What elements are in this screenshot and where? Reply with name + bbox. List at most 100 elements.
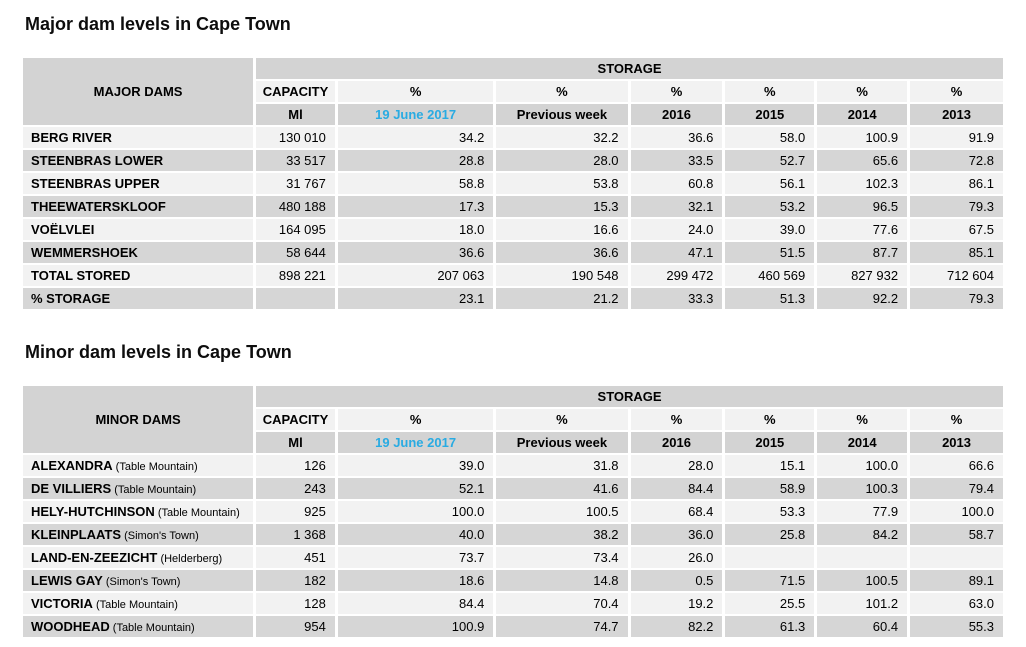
- value-cell: 70.4: [496, 593, 628, 614]
- value-cell: 243: [256, 478, 335, 499]
- value-cell: 74.7: [496, 616, 628, 637]
- dam-location: (Table Mountain): [111, 484, 197, 496]
- table-row: STEENBRAS UPPER 31 767 58.8 53.8 60.8 56.1 102…: [23, 173, 1003, 194]
- value-cell: 954: [256, 616, 335, 637]
- value-cell: 96.5: [817, 196, 908, 217]
- table-row: WEMMERSHOEK 58 644 36.6 36.6 47.1 51.5 87.7 85.…: [23, 242, 1003, 263]
- value-cell: 51.5: [725, 242, 815, 263]
- value-cell: 73.7: [337, 547, 494, 568]
- value-cell: 53.8: [496, 173, 628, 194]
- value-cell: 100.0: [817, 455, 908, 476]
- value-cell: 77.6: [817, 219, 908, 240]
- value-cell: 451: [256, 547, 335, 568]
- value-cell: 56.1: [725, 173, 815, 194]
- value-cell: 25.8: [725, 524, 815, 545]
- table-row: LAND-EN-ZEEZICHT (Helderberg) 451 73.7 73.4…: [23, 547, 1003, 568]
- table-row: BERG RIVER 130 010 34.2 32.2 36.6 58.0 100.9 91…: [23, 127, 1003, 148]
- value-cell: 130 010: [256, 127, 335, 148]
- value-cell: 52.1: [337, 478, 494, 499]
- value-cell: 39.0: [337, 455, 494, 476]
- percent-header: %: [630, 409, 723, 430]
- unit-header: Ml: [256, 432, 335, 453]
- storage-header-row: MAJOR DAMS STORAGE: [23, 58, 1003, 125]
- percent-header: %: [496, 409, 628, 430]
- value-cell: 460 569: [725, 265, 815, 286]
- value-cell: 52.7: [725, 150, 815, 171]
- value-cell: 36.6: [496, 242, 628, 263]
- dam-name-cell: TOTAL STORED: [23, 265, 254, 286]
- value-cell: [910, 547, 1003, 568]
- percent-header: %: [496, 81, 628, 102]
- dam-name: STEENBRAS UPPER: [31, 176, 160, 191]
- dam-name-cell: DE VILLIERS (Table Mountain): [23, 478, 254, 499]
- table-row: STEENBRAS LOWER 33 517 28.8 28.0 33.5 52.7 65.…: [23, 150, 1003, 171]
- value-cell: 38.2: [496, 524, 628, 545]
- percent-header: %: [817, 409, 908, 430]
- year-2013-header: 2013: [910, 432, 1003, 453]
- percent-header: %: [630, 81, 723, 102]
- value-cell: 60.8: [630, 173, 723, 194]
- minor-table-title: Minor dam levels in Cape Town: [25, 342, 292, 362]
- value-cell: 1 368: [256, 524, 335, 545]
- value-cell: 34.2: [337, 127, 494, 148]
- value-cell: 79.3: [910, 288, 1003, 309]
- dam-name-cell: KLEINPLAATS (Simon's Town): [23, 524, 254, 545]
- dam-name-cell: % STORAGE: [23, 288, 254, 309]
- value-cell: [725, 547, 815, 568]
- table-row: THEEWATERSKLOOF 480 188 17.3 15.3 32.1 53.2 96…: [23, 196, 1003, 217]
- value-cell: 128: [256, 593, 335, 614]
- value-cell: 79.3: [910, 196, 1003, 217]
- value-cell: 100.5: [496, 501, 628, 522]
- value-cell: 15.3: [496, 196, 628, 217]
- value-cell: 31 767: [256, 173, 335, 194]
- year-2015-header: 2015: [725, 432, 815, 453]
- value-cell: 102.3: [817, 173, 908, 194]
- dam-name-cell: VOËLVLEI: [23, 219, 254, 240]
- dam-name-cell: BERG RIVER: [23, 127, 254, 148]
- value-cell: 25.5: [725, 593, 815, 614]
- dam-name: WEMMERSHOEK: [31, 245, 138, 260]
- previous-week-header: Previous week: [496, 432, 628, 453]
- table-row: VOËLVLEI 164 095 18.0 16.6 24.0 39.0 77.6 67.5: [23, 219, 1003, 240]
- current-date-header: 19 June 2017: [337, 432, 494, 453]
- dam-name: LAND-EN-ZEEZICHT: [31, 550, 158, 565]
- current-date-header: 19 June 2017: [337, 104, 494, 125]
- value-cell: 100.9: [817, 127, 908, 148]
- value-cell: 0.5: [630, 570, 723, 591]
- value-cell: 17.3: [337, 196, 494, 217]
- value-cell: 15.1: [725, 455, 815, 476]
- major-dams-header: MAJOR DAMS: [23, 58, 254, 125]
- dam-name: WOODHEAD: [31, 619, 110, 634]
- dam-name-cell: STEENBRAS LOWER: [23, 150, 254, 171]
- value-cell: 31.8: [496, 455, 628, 476]
- value-cell: 28.0: [630, 455, 723, 476]
- dam-location: (Simon's Town): [102, 576, 181, 588]
- dam-name: KLEINPLAATS: [31, 527, 122, 542]
- dam-name: VICTORIA: [31, 596, 93, 611]
- value-cell: 60.4: [817, 616, 908, 637]
- dam-name: TOTAL STORED: [31, 268, 131, 283]
- dam-name-cell: WEMMERSHOEK: [23, 242, 254, 263]
- major-table-title: Major dam levels in Cape Town: [25, 14, 291, 34]
- storage-header-row: MINOR DAMS STORAGE: [23, 386, 1003, 453]
- value-cell: [817, 547, 908, 568]
- percent-header: %: [910, 409, 1003, 430]
- value-cell: 480 188: [256, 196, 335, 217]
- value-cell: 58 644: [256, 242, 335, 263]
- value-cell: 827 932: [817, 265, 908, 286]
- period-header-row: Ml 19 June 2017 Previous week 2016 2015 …: [23, 104, 1003, 125]
- value-cell: 85.1: [910, 242, 1003, 263]
- value-cell: 207 063: [337, 265, 494, 286]
- percent-header: %: [725, 81, 815, 102]
- value-cell: 18.6: [337, 570, 494, 591]
- table-row: DE VILLIERS (Table Mountain) 243 52.1 41.6 8…: [23, 478, 1003, 499]
- dam-name: ALEXANDRA: [31, 458, 113, 473]
- unit-header: Ml: [256, 104, 335, 125]
- dam-name: DE VILLIERS: [31, 481, 112, 496]
- value-cell: 36.6: [337, 242, 494, 263]
- table-row: VICTORIA (Table Mountain) 128 84.4 70.4 19.2…: [23, 593, 1003, 614]
- dam-location: (Table Mountain): [109, 622, 195, 634]
- value-cell: 190 548: [496, 265, 628, 286]
- value-cell: 32.2: [496, 127, 628, 148]
